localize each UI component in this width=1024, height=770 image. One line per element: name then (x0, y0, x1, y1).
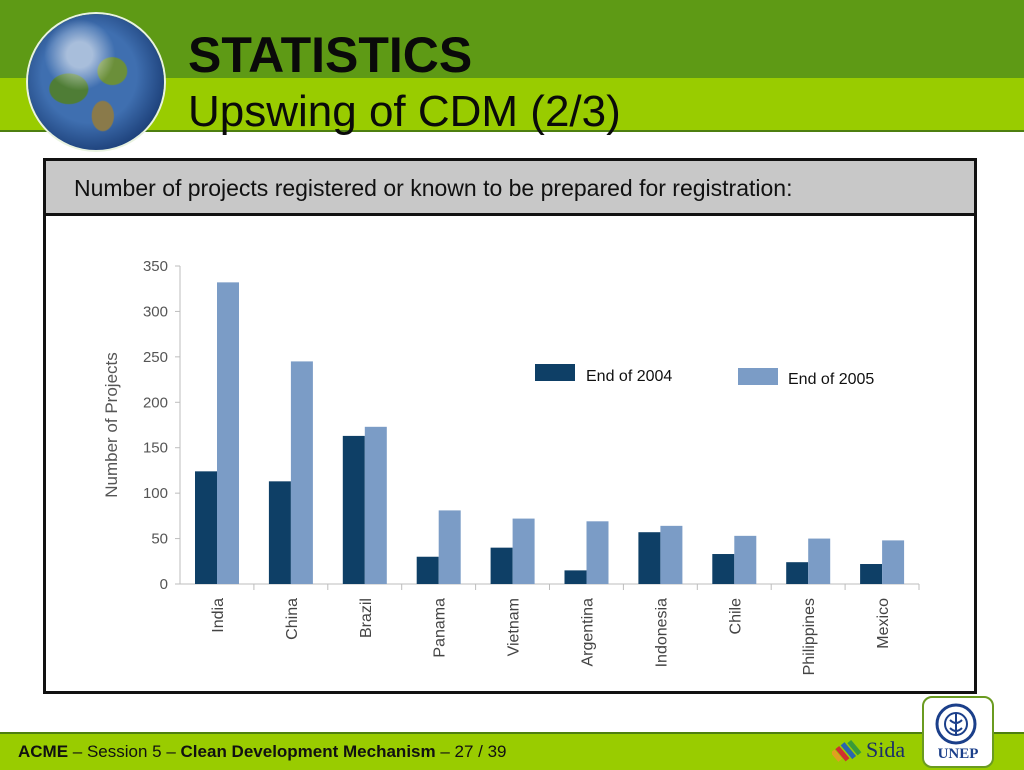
x-category-label: Indonesia (653, 598, 670, 667)
bar-2004 (491, 548, 513, 584)
bar-2005 (587, 521, 609, 584)
x-category-label: Panama (432, 598, 449, 658)
x-category-label: China (284, 598, 301, 640)
bar-2005 (365, 427, 387, 584)
x-category-label: Mexico (875, 598, 892, 649)
legend-label-2005: End of 2005 (788, 371, 874, 388)
y-tick-label: 50 (151, 531, 168, 548)
bar-2005 (513, 519, 535, 584)
legend-label-2004: End of 2004 (586, 368, 672, 385)
bar-2004 (712, 554, 734, 584)
bar-2004 (195, 471, 217, 584)
bar-2005 (217, 282, 239, 584)
x-category-label: Argentina (579, 598, 596, 667)
legend-swatch-2004 (535, 364, 575, 381)
bar-2005 (734, 536, 756, 584)
bar-chart: 0 50 100 150 200 250 300 350 Number of Projects I… (46, 161, 974, 691)
footer-topic: Clean Development Mechanism (181, 742, 436, 761)
sida-logo: Sida (832, 734, 924, 766)
x-category-label: India (210, 598, 227, 633)
bar-2005 (808, 539, 830, 584)
footer-separator: – (436, 742, 455, 761)
bar-2004 (565, 570, 587, 584)
globe-icon (28, 14, 164, 150)
y-tick-label: 200 (143, 394, 168, 411)
footer-page-number: 27 / 39 (455, 742, 507, 761)
x-category-label: Brazil (358, 598, 375, 638)
bar-2005 (291, 361, 313, 584)
x-category-label: Chile (727, 598, 744, 635)
bar-2004 (269, 481, 291, 584)
unep-emblem-icon (934, 702, 978, 746)
bar-2005 (882, 540, 904, 584)
y-axis-label: Number of Projects (102, 352, 121, 498)
chart-panel: Number of projects registered or known t… (43, 158, 977, 694)
x-category-label: Vietnam (506, 598, 523, 656)
y-tick-label: 250 (143, 349, 168, 366)
bar-2004 (860, 564, 882, 584)
y-tick-label: 300 (143, 303, 168, 320)
unep-logo-text: UNEP (924, 746, 992, 763)
footer-session: – Session 5 – (68, 742, 180, 761)
y-tick-label: 350 (143, 258, 168, 275)
y-tick-label: 0 (160, 576, 168, 593)
slide-title: STATISTICS (188, 30, 472, 80)
slide-subtitle: Upswing of CDM (2/3) (188, 90, 621, 134)
y-tick-label: 100 (143, 485, 168, 502)
footer-org: ACME (18, 742, 68, 761)
footer-text: ACME – Session 5 – Clean Development Mec… (18, 742, 507, 762)
bar-2004 (417, 557, 439, 584)
sida-logo-text: Sida (866, 737, 905, 763)
bar-2004 (638, 532, 660, 584)
unep-logo: UNEP (922, 696, 994, 768)
bar-2004 (786, 562, 808, 584)
bar-2004 (343, 436, 365, 584)
y-tick-label: 150 (143, 440, 168, 457)
x-category-label: Philippines (801, 598, 818, 675)
bar-2005 (439, 510, 461, 584)
legend-swatch-2005 (738, 368, 778, 385)
bar-2005 (660, 526, 682, 584)
sida-mark-icon (832, 736, 862, 764)
